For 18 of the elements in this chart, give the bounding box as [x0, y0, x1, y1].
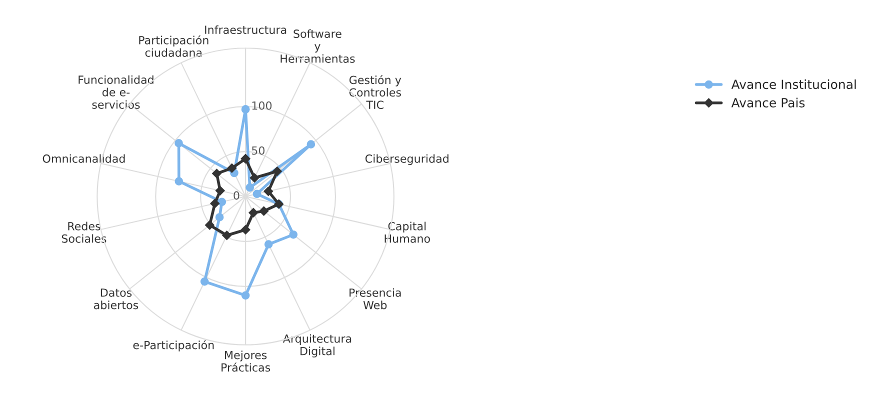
y-tick-label: 0 [234, 191, 240, 200]
spoke-label: Capital Humano [384, 222, 430, 243]
spoke-label: e-Participación [133, 340, 214, 352]
spoke-label: Datos abiertos [94, 288, 138, 310]
spoke-label: Omnicanalidad [42, 154, 125, 163]
spoke-label: Participación ciudadana [139, 35, 208, 57]
spoke-label: Redes Sociales [62, 222, 106, 243]
spoke-label: Ciberseguridad [365, 154, 448, 165]
legend-label: Avance Pais [731, 98, 805, 108]
spoke-label: Arquitectura Digital [282, 334, 352, 358]
spoke-label: Infraestructura [205, 25, 286, 34]
spoke-label: Gestión y Controles TIC [349, 75, 402, 110]
y-tick-label: 100 [252, 101, 272, 110]
spoke-label: Mejores Prácticas [222, 350, 270, 372]
spoke-label: Funcionalidad de e- servicios [78, 75, 154, 109]
spoke-label: Presencia Web [350, 288, 401, 310]
y-tick-label: 50 [252, 146, 265, 155]
legend-label: Avance Institucional [731, 79, 856, 90]
